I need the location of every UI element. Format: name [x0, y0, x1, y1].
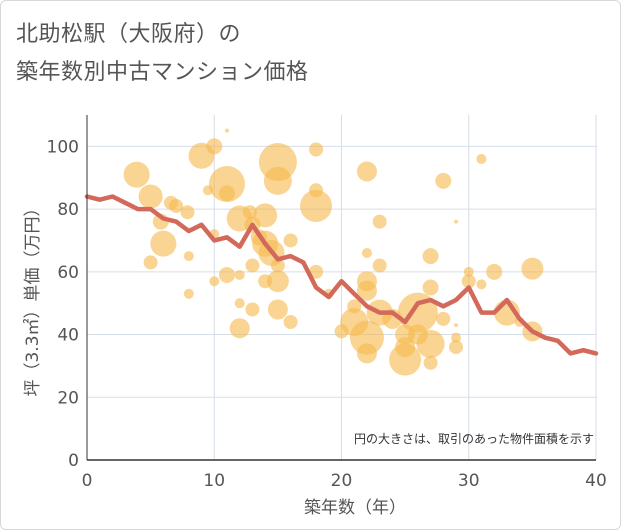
data-bubble: [476, 279, 487, 290]
data-bubble: [416, 329, 445, 358]
data-bubble: [253, 203, 278, 228]
axes-layer: [86, 115, 596, 461]
data-bubble: [234, 298, 245, 309]
data-bubble: [258, 274, 273, 289]
data-bubble: [245, 258, 260, 273]
data-bubble: [454, 219, 459, 224]
data-bubble: [454, 323, 459, 328]
data-bubble: [461, 274, 476, 289]
data-bubble: [389, 343, 422, 376]
data-bubble: [349, 320, 384, 355]
data-bubble: [372, 258, 387, 273]
data-bubble: [422, 279, 439, 296]
data-bubble: [283, 315, 298, 329]
data-bubble: [451, 332, 462, 343]
data-bubble: [309, 142, 324, 157]
data-bubble: [143, 255, 158, 270]
chart-title-line-1: 北助松駅（大阪府）の: [16, 22, 242, 47]
data-bubble: [449, 340, 464, 355]
x-axis-label: 築年数（年）: [304, 498, 406, 518]
x-tick-label: 40: [585, 471, 607, 491]
x-tick-label: 30: [458, 471, 480, 491]
data-bubble: [202, 185, 213, 196]
data-bubble: [356, 280, 377, 301]
data-bubble: [267, 299, 288, 320]
data-bubble: [270, 258, 285, 273]
y-tick-label: 40: [57, 326, 79, 346]
data-bubble: [309, 264, 324, 279]
data-bubble: [476, 153, 487, 164]
data-bubble: [209, 276, 220, 287]
y-tick-label: 80: [57, 200, 79, 220]
data-bubble: [218, 266, 235, 283]
data-bubble: [234, 269, 245, 280]
data-bubble: [123, 161, 150, 188]
data-bubble: [245, 302, 260, 317]
y-tick-label: 20: [57, 388, 79, 408]
data-bubble: [183, 288, 194, 299]
y-tick-label: 0: [68, 451, 79, 471]
data-bubble: [206, 138, 223, 155]
data-bubble: [208, 166, 245, 202]
data-bubble: [486, 263, 503, 280]
tick-labels: 0 20 40 60 80 100 0 10 20 30 40: [47, 137, 607, 491]
y-tick-label: 60: [57, 263, 79, 283]
data-bubble: [300, 189, 333, 222]
data-bubble: [423, 355, 438, 370]
line-layer: [84, 194, 599, 356]
average-price-line: [84, 194, 599, 356]
data-bubble: [356, 161, 377, 182]
data-bubble: [138, 184, 163, 209]
data-bubble: [183, 251, 194, 262]
data-bubble: [218, 185, 235, 202]
data-bubble: [436, 311, 451, 326]
y-tick-label: 100: [47, 137, 79, 157]
data-bubble: [361, 248, 372, 258]
data-bubble: [435, 172, 452, 189]
data-bubble: [150, 230, 177, 257]
data-bubble: [180, 205, 195, 220]
data-bubble: [372, 214, 387, 229]
bubble-size-note: 円の大きさは、取引のあった物件面積を示す: [354, 431, 594, 446]
data-bubble: [463, 266, 474, 277]
data-bubble: [283, 233, 298, 248]
data-bubble: [229, 318, 250, 339]
data-bubble: [356, 343, 377, 364]
data-bubble: [169, 198, 184, 213]
y-axis-label: 坪（3.3㎡）単価（万円）: [23, 199, 43, 396]
data-bubble: [263, 166, 292, 195]
chart-title-line-2: 築年数別中古マンション価格: [16, 60, 309, 85]
data-bubble: [266, 270, 289, 293]
data-bubble: [422, 248, 439, 265]
x-tick-label: 10: [203, 471, 225, 491]
data-bubble: [224, 128, 229, 133]
x-tick-label: 0: [82, 471, 93, 491]
chart-grid: [87, 115, 597, 460]
x-tick-label: 20: [331, 471, 353, 491]
data-bubble: [521, 257, 544, 280]
